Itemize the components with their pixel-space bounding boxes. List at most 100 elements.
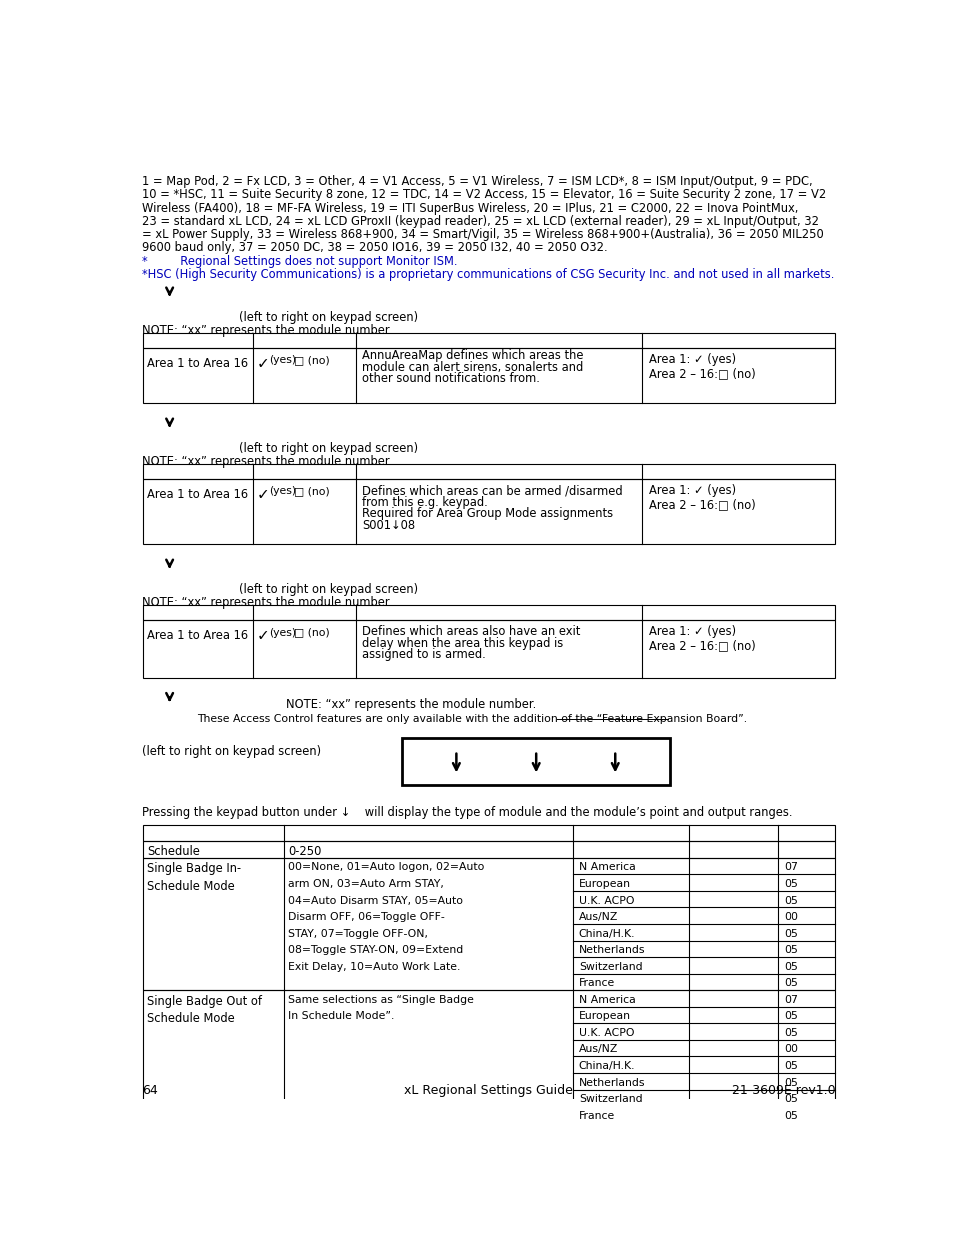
Text: (left to right on keypad screen): (left to right on keypad screen) [142,745,321,757]
Bar [402,739,669,784]
Text: 05: 05 [783,879,798,889]
Text: 08=Toggle STAY-ON, 09=Extend: 08=Toggle STAY-ON, 09=Extend [288,945,463,955]
Text: (left to right on keypad screen): (left to right on keypad screen) [239,442,418,454]
Text: ✓: ✓ [256,356,269,372]
Text: *         Regional Settings does not support Monitor ISM.: * Regional Settings does not support Mon… [142,254,457,268]
Text: China/H.K.: China/H.K. [578,929,635,939]
Text: N America: N America [578,862,635,872]
Text: NOTE: “xx” represents the module number.: NOTE: “xx” represents the module number. [286,698,536,711]
Text: China/H.K.: China/H.K. [578,1061,635,1071]
Text: 00: 00 [783,1045,798,1055]
Text: 07: 07 [783,862,798,872]
Text: (yes): (yes) [270,487,296,496]
Bar [142,605,835,620]
Text: delay when the area this keypad is: delay when the area this keypad is [361,637,562,650]
Text: N America: N America [578,995,635,1005]
Text: France: France [578,1110,615,1120]
Text: France: France [578,978,615,988]
Text: 0-250: 0-250 [288,845,321,857]
Text: U.K. ACPO: U.K. ACPO [578,1028,634,1037]
Text: Aus/NZ: Aus/NZ [578,913,618,923]
Text: 64: 64 [142,1084,158,1097]
Bar [142,990,835,1123]
Text: Schedule Mode: Schedule Mode [147,1011,234,1025]
Text: 05: 05 [783,945,798,955]
Text: = xL Power Supply, 33 = Wireless 868+900, 34 = Smart/Vigil, 35 = Wireless 868+90: = xL Power Supply, 33 = Wireless 868+900… [142,228,823,241]
Bar [142,825,835,841]
Text: Area 2 – 16:□ (no): Area 2 – 16:□ (no) [648,498,755,511]
Text: STAY, 07=Toggle OFF-ON,: STAY, 07=Toggle OFF-ON, [288,929,428,939]
Text: ✓: ✓ [256,488,269,503]
Text: (yes): (yes) [270,356,296,366]
Text: Area 1: ✓ (yes): Area 1: ✓ (yes) [648,353,735,366]
Text: 1 = Map Pod, 2 = Fx LCD, 3 = Other, 4 = V1 Access, 5 = V1 Wireless, 7 = ISM LCD*: 1 = Map Pod, 2 = Fx LCD, 3 = Other, 4 = … [142,175,812,188]
Text: 05: 05 [783,978,798,988]
Text: arm ON, 03=Auto Arm STAY,: arm ON, 03=Auto Arm STAY, [288,879,443,889]
Text: 10 = *HSC, 11 = Suite Security 8 zone, 12 = TDC, 14 = V2 Access, 15 = Elevator, : 10 = *HSC, 11 = Suite Security 8 zone, 1… [142,189,826,201]
Text: Area 2 – 16:□ (no): Area 2 – 16:□ (no) [648,367,755,380]
Text: European: European [578,879,630,889]
Text: 05: 05 [783,1094,798,1104]
Text: AnnuAreaMap defines which areas the: AnnuAreaMap defines which areas the [361,350,582,362]
Text: 05: 05 [783,1028,798,1037]
Text: 05: 05 [783,895,798,905]
Text: from this e.g. keypad.: from this e.g. keypad. [361,495,487,509]
Text: module can alert sirens, sonalerts and: module can alert sirens, sonalerts and [361,361,582,374]
Text: 05: 05 [783,929,798,939]
Text: Netherlands: Netherlands [578,1078,644,1088]
Bar [142,348,835,403]
Text: Area 1 to Area 16: Area 1 to Area 16 [147,488,248,501]
Text: Pressing the keypad button under ↓    will display the type of module and the mo: Pressing the keypad button under ↓ will … [142,806,792,819]
Text: NOTE: “xx” represents the module number.: NOTE: “xx” represents the module number. [142,454,393,468]
Text: Single Badge Out of: Single Badge Out of [147,995,262,1008]
Text: 05: 05 [783,1011,798,1021]
Text: Disarm OFF, 06=Toggle OFF-: Disarm OFF, 06=Toggle OFF- [288,913,444,923]
Text: European: European [578,1011,630,1021]
Text: Aus/NZ: Aus/NZ [578,1045,618,1055]
Text: Switzerland: Switzerland [578,962,641,972]
Text: These Access Control features are only available with the addition of the “Featu: These Access Control features are only a… [196,714,746,724]
Text: Defines which areas can be armed /disarmed: Defines which areas can be armed /disarm… [361,484,621,498]
Text: □ (no): □ (no) [294,356,329,366]
Bar [142,841,835,858]
Bar [142,333,835,348]
Text: Required for Area Group Mode assignments: Required for Area Group Mode assignments [361,508,613,520]
Text: 21-3609E rev1.0: 21-3609E rev1.0 [731,1084,835,1097]
Text: Same selections as “Single Badge: Same selections as “Single Badge [288,995,474,1005]
Text: Area 1 to Area 16: Area 1 to Area 16 [147,629,248,642]
Text: assigned to is armed.: assigned to is armed. [361,648,485,661]
Text: ✓: ✓ [256,629,269,643]
Text: U.K. ACPO: U.K. ACPO [578,895,634,905]
Text: Defines which areas also have an exit: Defines which areas also have an exit [361,625,579,638]
Text: 05: 05 [783,1078,798,1088]
Text: 07: 07 [783,995,798,1005]
Text: 00=None, 01=Auto logon, 02=Auto: 00=None, 01=Auto logon, 02=Auto [288,862,484,872]
Text: 00: 00 [783,913,798,923]
Text: Area 2 – 16:□ (no): Area 2 – 16:□ (no) [648,638,755,652]
Text: Area 1 to Area 16: Area 1 to Area 16 [147,357,248,370]
Bar [142,479,835,545]
Text: 23 = standard xL LCD, 24 = xL LCD GProxII (keypad reader), 25 = xL LCD (external: 23 = standard xL LCD, 24 = xL LCD GProxI… [142,215,819,228]
Text: xL Regional Settings Guide: xL Regional Settings Guide [404,1084,573,1097]
Text: □ (no): □ (no) [294,627,329,637]
Text: (yes): (yes) [270,627,296,637]
Text: Area 1: ✓ (yes): Area 1: ✓ (yes) [648,625,735,638]
Text: Netherlands: Netherlands [578,945,644,955]
Text: Area 1: ✓ (yes): Area 1: ✓ (yes) [648,484,735,498]
Text: Exit Delay, 10=Auto Work Late.: Exit Delay, 10=Auto Work Late. [288,962,460,972]
Text: Schedule: Schedule [147,845,200,857]
Text: (left to right on keypad screen): (left to right on keypad screen) [239,311,418,324]
Text: □ (no): □ (no) [294,487,329,496]
Text: NOTE: “xx” represents the module number.: NOTE: “xx” represents the module number. [142,324,393,337]
Text: S001↓08: S001↓08 [361,519,415,532]
Text: Wireless (FA400), 18 = MF-FA Wireless, 19 = ITI SuperBus Wireless, 20 = IPlus, 2: Wireless (FA400), 18 = MF-FA Wireless, 1… [142,201,798,215]
Text: In Schedule Mode”.: In Schedule Mode”. [288,1011,395,1021]
Text: 04=Auto Disarm STAY, 05=Auto: 04=Auto Disarm STAY, 05=Auto [288,895,463,905]
Text: 9600 baud only, 37 = 2050 DC, 38 = 2050 IO16, 39 = 2050 I32, 40 = 2050 O32.: 9600 baud only, 37 = 2050 DC, 38 = 2050 … [142,241,607,254]
Text: (left to right on keypad screen): (left to right on keypad screen) [239,583,418,595]
Text: *HSC (High Security Communications) is a proprietary communications of CSG Secur: *HSC (High Security Communications) is a… [142,268,834,280]
Bar [142,620,835,678]
Text: 05: 05 [783,1110,798,1120]
Text: other sound notifications from.: other sound notifications from. [361,373,539,385]
Text: NOTE: “xx” represents the module number.: NOTE: “xx” represents the module number. [142,597,393,609]
